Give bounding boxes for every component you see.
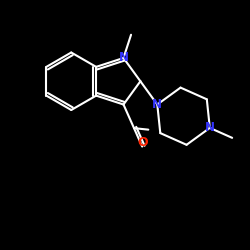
Text: N: N [152, 98, 162, 111]
Text: O: O [137, 136, 147, 148]
Text: N: N [205, 122, 215, 134]
Text: N: N [118, 52, 128, 64]
